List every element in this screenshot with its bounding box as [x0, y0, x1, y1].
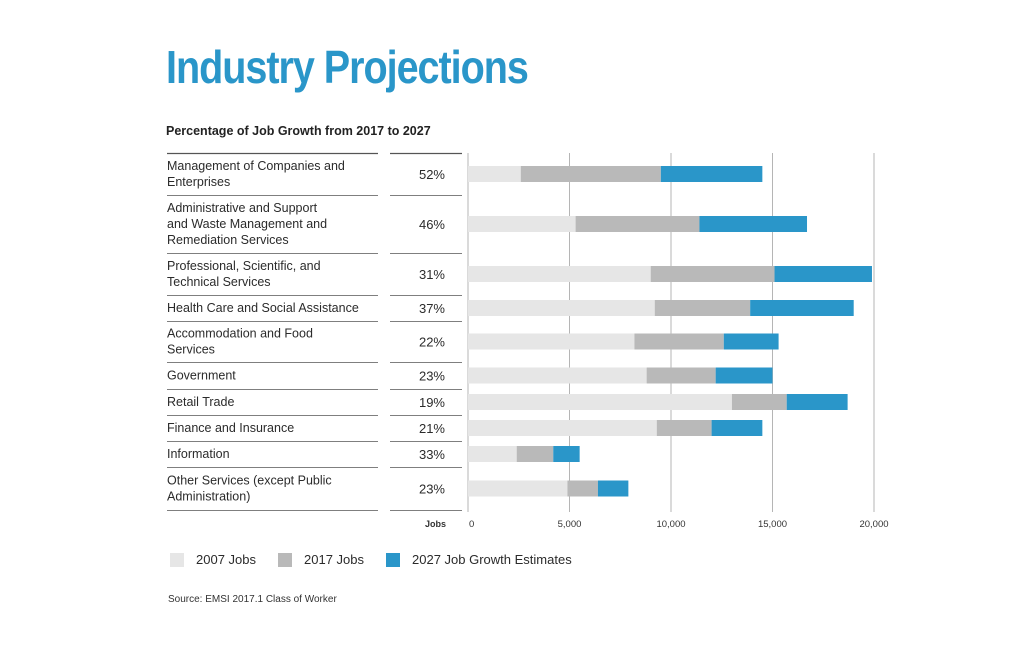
growth-pct-label: 21%: [419, 421, 445, 436]
growth-pct-label: 33%: [419, 447, 445, 462]
x-tick-label: 0: [469, 519, 474, 530]
legend-item: 2017 Jobs: [278, 552, 364, 567]
bar-segment-2027: [750, 300, 854, 316]
bar-segment-2007: [468, 266, 651, 282]
bar-segment-2027: [660, 166, 763, 182]
growth-pct-label: 23%: [419, 369, 445, 384]
page-title: Industry Projections: [166, 41, 529, 93]
bar-segment-2017: [654, 300, 751, 316]
bar-segment-2027: [699, 216, 808, 232]
bar-segment-2017: [575, 216, 700, 232]
growth-pct-label: 23%: [419, 482, 445, 497]
legend-item: 2007 Jobs: [170, 552, 256, 567]
bar-segment-2017: [520, 166, 661, 182]
category-label: Professional, Scientific, and Technical S…: [167, 259, 321, 289]
source-note: Source: EMSI 2017.1 Class of Worker: [168, 594, 337, 605]
legend-item: 2027 Job Growth Estimates: [386, 552, 572, 567]
category-label-line: Administration): [167, 490, 250, 504]
bar-segment-2027: [715, 367, 773, 384]
category-label: Management of Companies and Enterprises: [167, 159, 345, 189]
bar-segment-2027: [597, 480, 629, 497]
category-label-line: Health Care and Social Assistance: [167, 301, 359, 315]
bar-segment-2017: [567, 480, 598, 497]
category-label-line: Enterprises: [167, 175, 230, 189]
category-label: Information: [167, 447, 230, 461]
x-tick-label: 20,000: [859, 519, 888, 530]
category-label-line: Accommodation and Food: [167, 327, 313, 341]
bar-segment-2007: [468, 216, 576, 232]
bar-segment-2007: [468, 480, 568, 497]
category-label: Finance and Insurance: [167, 421, 294, 435]
bar-segment-2007: [468, 394, 732, 410]
stacked-bar-chart: Management of Companies and Enterprises 52…: [167, 152, 889, 530]
bar-segment-2027: [711, 420, 763, 436]
category-label: Administrative and Support and Waste Mana…: [167, 201, 327, 247]
category-label-line: Professional, Scientific, and: [167, 259, 321, 273]
category-label-line: Other Services (except Public: [167, 474, 332, 488]
bar-segment-2027: [723, 333, 779, 350]
bar-segment-2017: [646, 367, 716, 384]
category-label: Health Care and Social Assistance: [167, 301, 359, 315]
legend-label: 2017 Jobs: [304, 552, 364, 567]
legend-label: 2007 Jobs: [196, 552, 256, 567]
category-label-line: Government: [167, 369, 236, 383]
legend-label: 2027 Job Growth Estimates: [412, 552, 572, 567]
growth-pct-label: 31%: [419, 267, 445, 282]
bar-segment-2027: [553, 446, 580, 462]
chart-subtitle: Percentage of Job Growth from 2017 to 20…: [166, 124, 431, 138]
growth-pct-label: 22%: [419, 335, 445, 350]
bar-segment-2027: [774, 266, 872, 282]
bar-segment-2027: [786, 394, 848, 410]
chart-legend: 2007 Jobs 2017 Jobs 2027 Job Growth Estima…: [170, 552, 594, 567]
bar-segment-2017: [516, 446, 554, 462]
x-tick-label: 15,000: [758, 519, 787, 530]
legend-swatch: [386, 552, 400, 567]
category-label-line: Services: [167, 343, 215, 357]
category-label: Accommodation and Food Services: [167, 327, 313, 357]
category-label-line: Retail Trade: [167, 395, 234, 409]
category-label-line: Technical Services: [167, 275, 271, 289]
bar-segment-2007: [468, 300, 655, 316]
bar-segment-2017: [650, 266, 775, 282]
bar-segment-2007: [468, 166, 521, 182]
x-axis-label: Jobs: [425, 519, 446, 529]
category-label: Other Services (except Public Administrat…: [167, 474, 332, 504]
bar-segment-2007: [468, 367, 647, 384]
x-tick-label: 5,000: [558, 519, 582, 530]
growth-pct-label: 37%: [419, 301, 445, 316]
category-label: Government: [167, 369, 236, 383]
legend-swatch: [170, 552, 184, 567]
category-label-line: Management of Companies and: [167, 159, 345, 173]
legend-swatch: [278, 552, 292, 567]
category-label-line: Information: [167, 447, 230, 461]
category-label-line: Finance and Insurance: [167, 421, 294, 435]
growth-pct-label: 19%: [419, 395, 445, 410]
category-label-line: Administrative and Support: [167, 201, 318, 215]
bar-segment-2007: [468, 420, 657, 436]
category-label-line: Remediation Services: [167, 233, 289, 247]
bar-segment-2017: [656, 420, 712, 436]
growth-pct-label: 52%: [419, 167, 445, 182]
x-tick-label: 10,000: [656, 519, 685, 530]
bar-segment-2007: [468, 446, 517, 462]
growth-pct-label: 46%: [419, 217, 445, 232]
bar-segment-2017: [731, 394, 787, 410]
category-label-line: and Waste Management and: [167, 217, 327, 231]
bar-segment-2007: [468, 333, 635, 350]
bar-segment-2017: [634, 333, 724, 350]
category-label: Retail Trade: [167, 395, 234, 409]
